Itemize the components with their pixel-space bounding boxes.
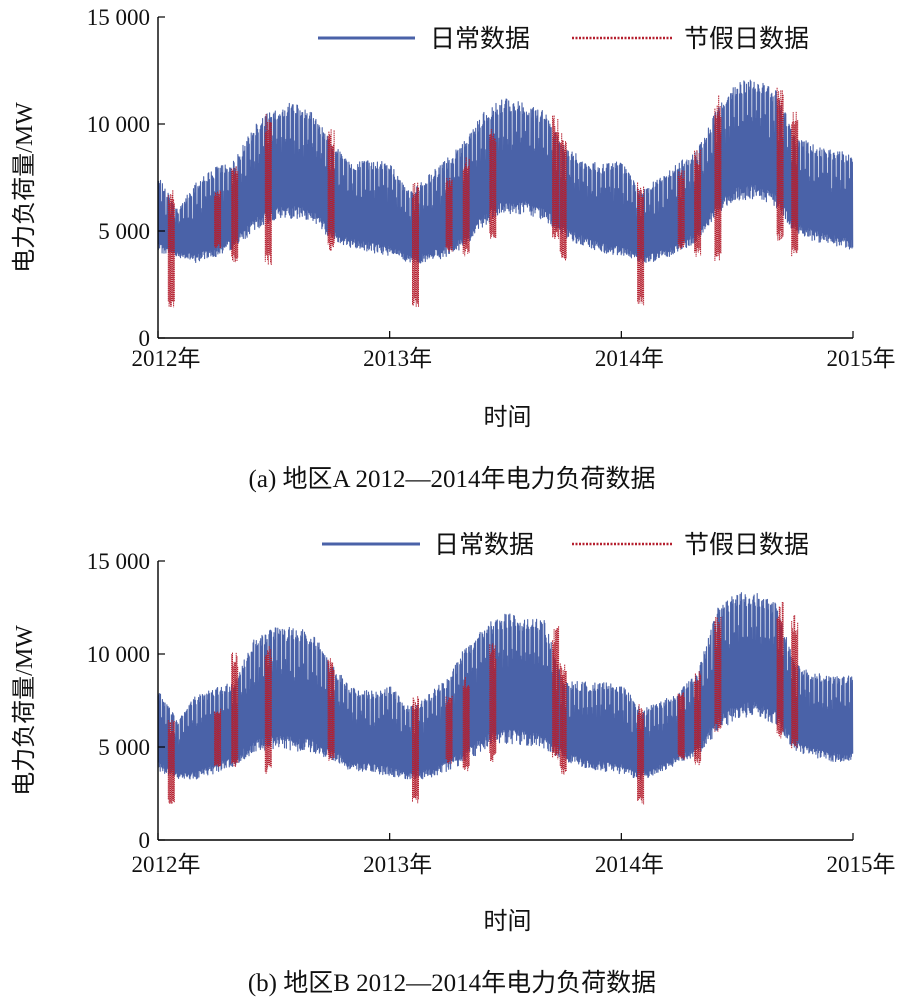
holiday-spike [214, 708, 222, 767]
holiday-spike [167, 190, 175, 308]
holiday-spike [412, 696, 419, 804]
holiday-spike [714, 95, 722, 261]
holiday-spike [445, 695, 453, 764]
holiday-spike [552, 626, 560, 760]
figure-caption: (a) 地区A 2012—2014年电力负荷数据 [249, 465, 656, 493]
x-tick-label: 2012年 [132, 346, 201, 371]
daily-series-line [157, 592, 854, 781]
legend: 日常数据 节假日数据 [322, 531, 809, 559]
holiday-spike [559, 133, 567, 261]
y-tick-label: 0 [139, 326, 151, 351]
y-tick-label: 10 000 [87, 642, 150, 667]
y-tick-label: 0 [139, 828, 151, 853]
holiday-spike [231, 652, 239, 767]
holiday-spike [677, 692, 685, 760]
y-tick-label: 5 000 [98, 735, 150, 760]
x-tick-label: 2014年 [595, 852, 664, 877]
holiday-spike [714, 617, 722, 732]
holiday-spike [462, 157, 470, 257]
holiday-spike [231, 166, 239, 263]
holiday-spike [791, 111, 799, 257]
x-tick-label: 2015年 [827, 852, 896, 877]
holiday-spike [264, 646, 272, 774]
x-axis-title: 时间 [484, 908, 532, 935]
x-tick-label: 2015年 [827, 346, 896, 371]
holiday-spike [264, 114, 272, 265]
x-tick-label: 2012年 [132, 852, 201, 877]
legend-label-holiday: 节假日数据 [684, 25, 809, 53]
legend-label-daily: 日常数据 [434, 531, 534, 559]
daily-series-line [157, 79, 854, 264]
x-axis-title: 时间 [484, 404, 532, 431]
holiday-spike [327, 129, 335, 251]
y-axis-title: 电力负荷量/MW [11, 102, 38, 273]
y-tick-label: 15 000 [87, 5, 150, 30]
holiday-spike [327, 658, 335, 761]
holiday-spike [559, 663, 567, 775]
holiday-spike [637, 182, 645, 306]
chart-panel-a: 0 5 000 10 000 15 000 2012年 2013年 2014年 2015年时间… [11, 5, 896, 493]
holiday-spike [552, 115, 560, 240]
holiday-spike [637, 704, 645, 805]
holiday-spike [677, 170, 685, 250]
legend-label-daily: 日常数据 [430, 25, 530, 53]
holiday-spike [167, 720, 175, 805]
y-axis-title: 电力负荷量/MW [11, 625, 38, 796]
chart-panel-b: 0 5 000 10 000 15 000 2012年 2013年 2014年 2015年时间… [11, 531, 896, 997]
y-tick-label: 15 000 [87, 549, 150, 574]
holiday-spike [489, 643, 497, 762]
holiday-spike [791, 615, 799, 749]
y-tick-label: 5 000 [98, 219, 150, 244]
holiday-spike [776, 87, 784, 241]
figure-caption: (b) 地区B 2012—2014年电力负荷数据 [248, 969, 656, 997]
legend-label-holiday: 节假日数据 [684, 531, 809, 559]
holiday-spike [776, 602, 784, 739]
legend: 日常数据 节假日数据 [318, 25, 809, 53]
holiday-spike [694, 149, 702, 257]
holiday-spike [694, 671, 702, 766]
y-tick-label: 10 000 [87, 112, 150, 137]
x-tick-label: 2013年 [363, 346, 432, 371]
holiday-spike [462, 677, 470, 772]
x-tick-label: 2013年 [363, 852, 432, 877]
holiday-spike [214, 190, 222, 248]
holiday-spike [412, 182, 419, 308]
holiday-spike [445, 177, 453, 252]
holiday-spike [489, 129, 497, 239]
x-tick-label: 2014年 [595, 346, 664, 371]
